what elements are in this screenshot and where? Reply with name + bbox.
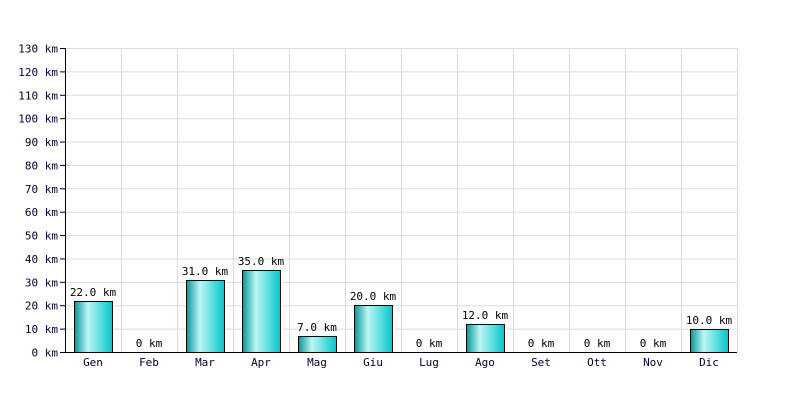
bar-giu (354, 305, 393, 353)
y-tick-label: 70 km (25, 183, 58, 196)
bar-mag (298, 336, 337, 353)
x-tick-label: Ott (587, 356, 607, 369)
x-tick-label: Dic (699, 356, 719, 369)
data-label: 20.0 km (350, 290, 397, 303)
y-tick-label: 130 km (18, 43, 58, 56)
y-tick-label: 0 km (32, 347, 59, 360)
x-tick-label: Mag (307, 356, 327, 369)
y-tick-label: 60 km (25, 206, 58, 219)
data-label: 0 km (136, 337, 163, 350)
x-tick-label: Nov (643, 356, 663, 369)
x-tick-labels: Gen Feb Mar Apr Mag Giu Lug Ago Set Ott Nov Dic (83, 356, 719, 369)
data-label: 0 km (640, 337, 667, 350)
data-label: 0 km (416, 337, 443, 350)
gridlines (65, 48, 738, 353)
x-tick-label: Feb (139, 356, 159, 369)
bar-apr (242, 270, 281, 353)
bar-ago (466, 324, 505, 353)
data-label: 0 km (528, 337, 555, 350)
x-tick-label: Lug (419, 356, 439, 369)
y-tick-label: 120 km (18, 66, 58, 79)
x-tick-label: Mar (195, 356, 215, 369)
y-tick-label: 40 km (25, 253, 58, 266)
data-label: 0 km (584, 337, 611, 350)
y-tick-label: 110 km (18, 89, 58, 102)
x-tick-label: Gen (83, 356, 103, 369)
y-tick-label: 50 km (25, 230, 58, 243)
y-tick-label: 10 km (25, 323, 58, 336)
x-tick-label: Giu (363, 356, 383, 369)
y-tick-label: 100 km (18, 113, 58, 126)
bar-dic (690, 329, 729, 353)
data-label: 10.0 km (686, 314, 733, 327)
data-label: 35.0 km (238, 255, 285, 268)
y-tick-label: 80 km (25, 159, 58, 172)
x-tick-label: Apr (251, 356, 271, 369)
bar-gen (74, 301, 113, 353)
data-labels: 22.0 km 0 km 31.0 km 35.0 km 7.0 km 20.0 km 0 … (70, 255, 733, 350)
data-label: 7.0 km (297, 321, 337, 334)
x-tick-label: Set (531, 356, 551, 369)
y-tick-label: 90 km (25, 136, 58, 149)
axes (60, 48, 737, 353)
bar-mar (186, 280, 225, 353)
y-tick-label: 20 km (25, 300, 58, 313)
data-label: 31.0 km (182, 265, 229, 278)
y-tick-labels: 0 km 10 km 20 km 30 km 40 km 50 km 60 km 70 km 8… (18, 43, 58, 360)
data-label: 22.0 km (70, 286, 117, 299)
x-tick-label: Ago (475, 356, 495, 369)
y-tick-label: 30 km (25, 276, 58, 289)
data-label: 12.0 km (462, 309, 509, 322)
